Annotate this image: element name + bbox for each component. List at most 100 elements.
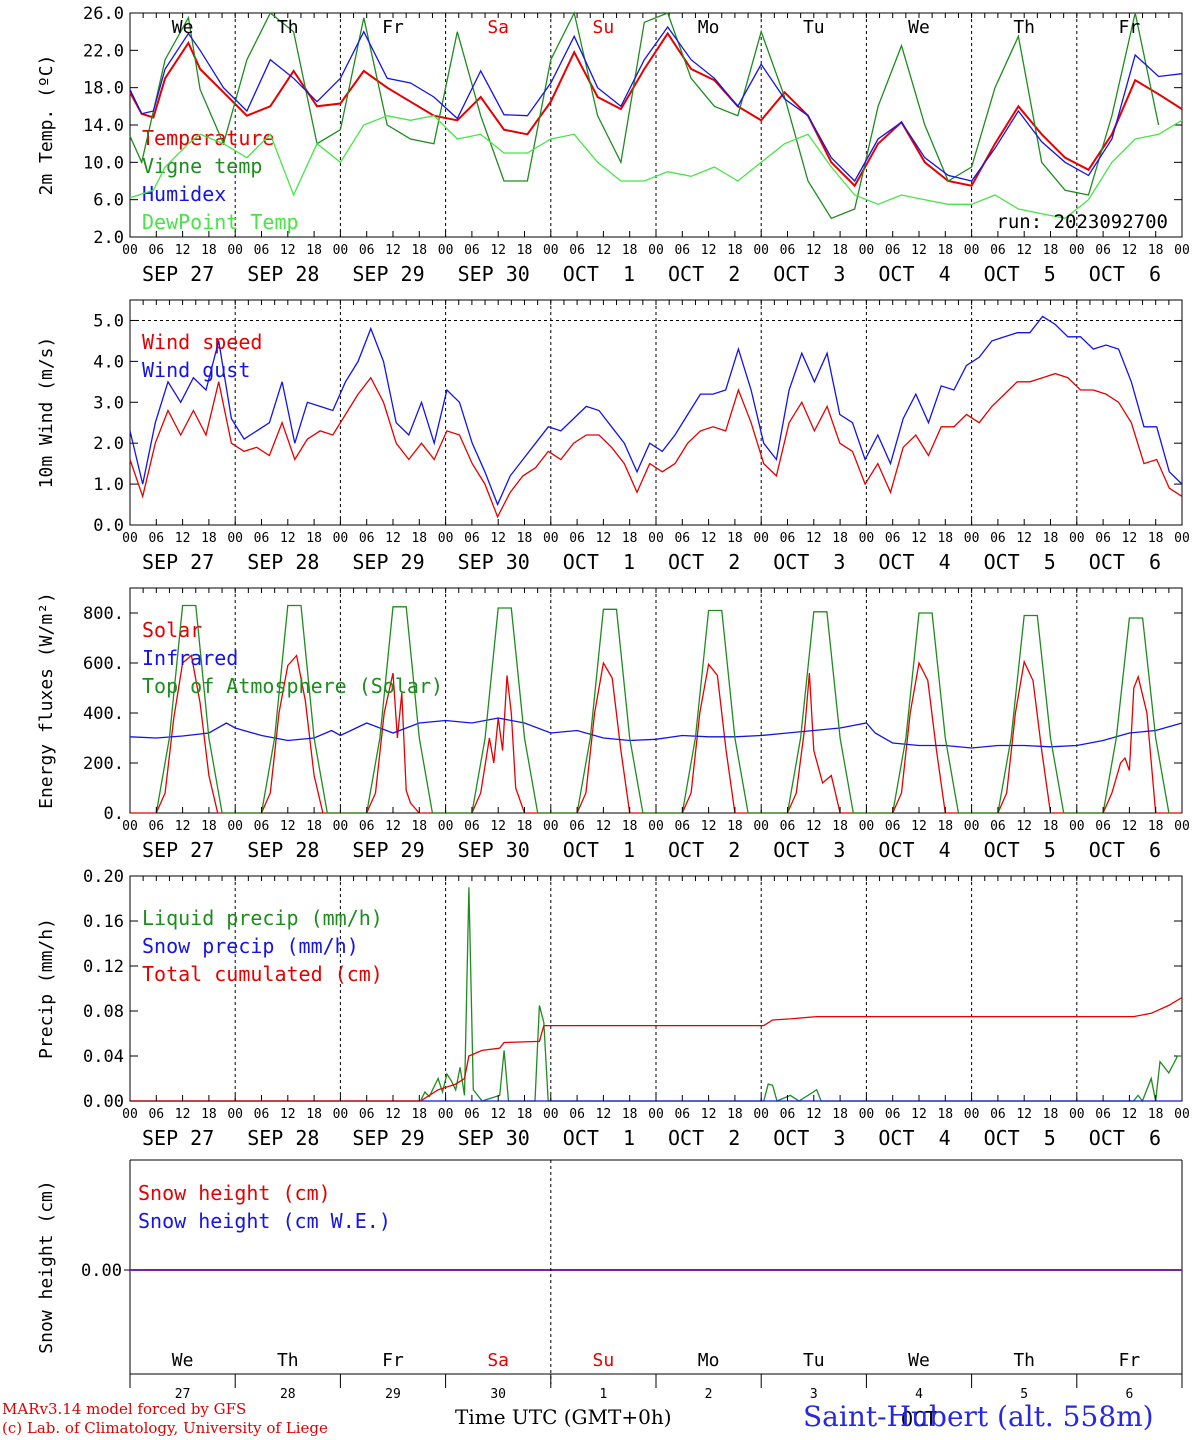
legend-wind-gust: Wind gust	[142, 358, 250, 382]
hour-tick-label: 06	[885, 531, 901, 546]
hour-tick-label: 00	[648, 819, 664, 834]
panel-1: 26.0 22.0 18.0 14.0 10.0 6.0 2.0 2m Temp. (ºC) T…	[36, 4, 1183, 248]
y-tick-label: 0.00	[81, 1261, 122, 1281]
date-label: OCT 2	[668, 838, 740, 862]
panel-2: 5.0 4.0 3.0 2.0 1.0 0.0 10m Wind (m/s) Wind spe…	[36, 299, 1183, 536]
day-number: 27	[175, 1387, 191, 1402]
hour-tick-label: 00	[333, 531, 349, 546]
day-number: 3	[810, 1387, 818, 1402]
date-label: SEP 29	[352, 550, 424, 574]
hour-tick-label: 00	[964, 243, 980, 258]
hour-tick-label: 00	[543, 1107, 559, 1122]
hour-tick-label: 00	[859, 1107, 875, 1122]
panel-3: 800. 600. 400. 200. 0. Energy fluxes (W/m²) So…	[36, 587, 1183, 824]
hour-tick-label: 00	[227, 1107, 243, 1122]
hour-tick-label: 00	[333, 819, 349, 834]
hour-tick-label: 18	[727, 243, 743, 258]
hour-tick-label: 12	[596, 819, 612, 834]
day-abbrev-top: We	[908, 17, 930, 38]
date-label: OCT 5	[984, 262, 1056, 286]
hour-tick-label: 00	[227, 531, 243, 546]
date-label: SEP 27	[142, 550, 214, 574]
day-abbrev-top: Th	[1013, 17, 1035, 38]
date-label: SEP 30	[458, 550, 530, 574]
time-axis-label: Time UTC (GMT+0h)	[455, 1405, 672, 1429]
hour-tick-label: 12	[806, 243, 822, 258]
date-label: SEP 30	[458, 838, 530, 862]
date-label: OCT 1	[563, 838, 635, 862]
hour-tick-label: 06	[780, 531, 796, 546]
hour-tick-label: 00	[543, 819, 559, 834]
hour-tick-label: 18	[201, 243, 217, 258]
legend-solar: Solar	[142, 618, 202, 642]
hour-tick-label: 18	[727, 1107, 743, 1122]
hour-tick-label: 18	[1043, 243, 1059, 258]
plot-frame	[129, 12, 1183, 238]
hour-tick-label: 12	[701, 243, 717, 258]
hour-tick-label: 12	[911, 243, 927, 258]
hour-tick-label: 00	[122, 531, 138, 546]
hour-tick-label: 12	[701, 1107, 717, 1122]
date-label: OCT 5	[984, 550, 1056, 574]
legend-wind-speed: Wind speed	[142, 330, 262, 354]
hour-tick-label: 18	[411, 819, 427, 834]
y-tick-label: 0.20	[83, 867, 124, 887]
legend-humidex: Humidex	[142, 182, 226, 206]
y-tick-label: 26.0	[83, 4, 124, 24]
legend-liquid-precip-mm-h-: Liquid precip (mm/h)	[142, 906, 383, 930]
hour-tick-label: 06	[674, 1107, 690, 1122]
day-number: 30	[490, 1387, 506, 1402]
hour-tick-label: 00	[648, 243, 664, 258]
hour-tick-label: 18	[1043, 1107, 1059, 1122]
date-label: SEP 27	[142, 838, 214, 862]
hour-tick-label: 12	[1016, 819, 1032, 834]
day-number: 29	[385, 1387, 401, 1402]
x-axis-panel-1: 00 06 12 18 00 06 12 18 00 06 12 18 00 06 12 18 00 06 12 18…	[122, 231, 1190, 286]
hour-tick-label: 00	[1174, 531, 1190, 546]
run-annotation: run: 2023092700	[996, 211, 1168, 233]
hour-tick-label: 18	[1148, 819, 1164, 834]
hour-tick-label: 12	[490, 243, 506, 258]
date-label: SEP 28	[247, 262, 319, 286]
hour-tick-label: 06	[990, 1107, 1006, 1122]
hour-tick-label: 06	[464, 243, 480, 258]
hour-tick-label: 00	[1069, 1107, 1085, 1122]
hour-tick-label: 18	[411, 1107, 427, 1122]
hour-tick-label: 12	[701, 819, 717, 834]
y-tick-label: 14.0	[83, 116, 124, 136]
y-tick-label: 800.	[83, 604, 124, 624]
hour-tick-label: 06	[254, 819, 270, 834]
hour-tick-label: 12	[490, 819, 506, 834]
y-tick-label: 18.0	[83, 79, 124, 99]
date-label: OCT 1	[563, 262, 635, 286]
date-label: OCT 5	[984, 1126, 1056, 1150]
hour-tick-label: 00	[227, 243, 243, 258]
hour-tick-label: 18	[411, 531, 427, 546]
hour-tick-label: 12	[911, 819, 927, 834]
hour-tick-label: 06	[674, 819, 690, 834]
hour-tick-label: 00	[648, 1107, 664, 1122]
day-abbrev-top: Tu	[803, 17, 825, 38]
hour-tick-label: 06	[885, 819, 901, 834]
date-label: SEP 28	[247, 1126, 319, 1150]
hour-tick-label: 12	[280, 1107, 296, 1122]
hour-tick-label: 18	[1043, 531, 1059, 546]
date-label: OCT 3	[773, 838, 845, 862]
hour-tick-label: 18	[832, 531, 848, 546]
y-tick-label: 200.	[83, 754, 124, 774]
date-label: SEP 27	[142, 262, 214, 286]
day-abbrev-top: Su	[593, 17, 615, 38]
hour-tick-label: 12	[1122, 243, 1138, 258]
hour-tick-label: 00	[438, 819, 454, 834]
hour-tick-label: 00	[227, 819, 243, 834]
hour-tick-label: 00	[333, 243, 349, 258]
day-abbrev-bottom: Sa	[487, 1350, 509, 1371]
hour-tick-label: 06	[148, 819, 164, 834]
hour-tick-label: 06	[674, 531, 690, 546]
legend-vigne-temp: Vigne temp	[142, 154, 262, 178]
date-label: OCT 2	[668, 1126, 740, 1150]
date-label: OCT 4	[878, 1126, 950, 1150]
date-label: SEP 28	[247, 550, 319, 574]
hour-tick-label: 12	[175, 819, 191, 834]
